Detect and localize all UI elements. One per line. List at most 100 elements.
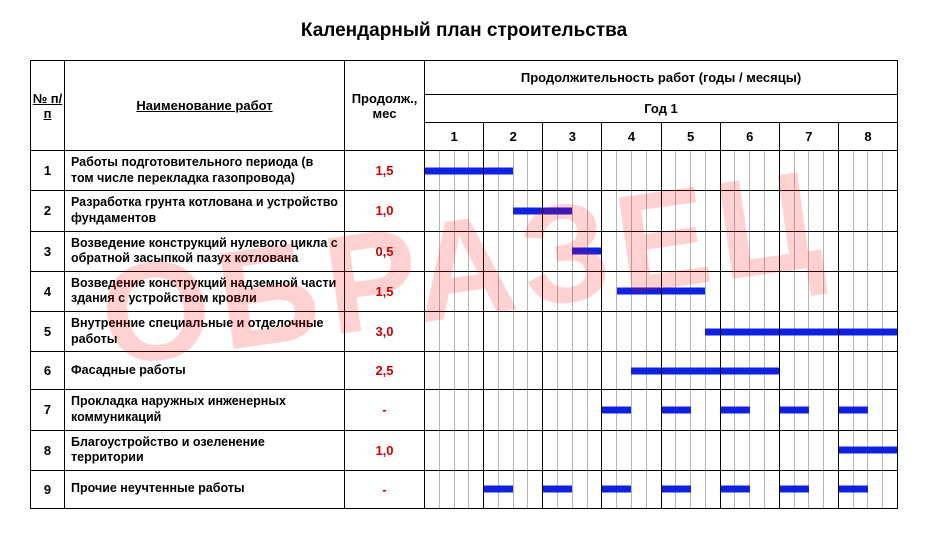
- gantt-cell: [484, 231, 543, 271]
- gantt-cell: [720, 191, 779, 231]
- task-num: 5: [31, 312, 65, 352]
- gantt-bar: [839, 486, 868, 493]
- gantt-cell: [838, 352, 897, 390]
- gantt-cell: [838, 191, 897, 231]
- gantt-cell: [720, 312, 779, 352]
- gantt-cell: [779, 231, 838, 271]
- gantt-bar: [721, 486, 750, 493]
- gantt-bar: [543, 486, 572, 493]
- gantt-cell: [543, 151, 602, 191]
- gantt-cell: [838, 390, 897, 430]
- gantt-cell: [838, 271, 897, 311]
- gantt-cell: [543, 271, 602, 311]
- gantt-cell: [661, 312, 720, 352]
- task-num: 7: [31, 390, 65, 430]
- gantt-cell: [602, 390, 661, 430]
- gantt-cell: [602, 191, 661, 231]
- gantt-bar: [631, 367, 660, 374]
- task-row: 2Разработка грунта котлована и устройств…: [31, 191, 898, 231]
- task-num: 9: [31, 470, 65, 508]
- gantt-cell: [661, 231, 720, 271]
- task-name: Работы подготовительного периода (в том …: [65, 151, 345, 191]
- gantt-bar: [602, 406, 631, 413]
- gantt-cell: [602, 312, 661, 352]
- gantt-bar: [721, 328, 779, 335]
- gantt-cell: [838, 312, 897, 352]
- header-month: 4: [602, 123, 661, 151]
- gantt-cell: [779, 430, 838, 470]
- task-duration: 0,5: [345, 231, 425, 271]
- task-row: 6Фасадные работы2,5: [31, 352, 898, 390]
- header-name: Наименование работ: [136, 98, 272, 113]
- gantt-bar: [839, 406, 868, 413]
- task-duration: 1,5: [345, 271, 425, 311]
- gantt-cell: [543, 312, 602, 352]
- gantt-cell: [838, 470, 897, 508]
- gantt-cell: [779, 470, 838, 508]
- gantt-cell: [661, 271, 720, 311]
- gantt-cell: [484, 312, 543, 352]
- gantt-cell: [484, 271, 543, 311]
- gantt-cell: [484, 191, 543, 231]
- header-month: 7: [779, 123, 838, 151]
- gantt-cell: [425, 352, 484, 390]
- gantt-cell: [661, 430, 720, 470]
- task-name: Фасадные работы: [65, 352, 345, 390]
- task-name: Прочие неучтенные работы: [65, 470, 345, 508]
- gantt-cell: [602, 430, 661, 470]
- header-year: Год 1: [425, 95, 898, 123]
- task-row: 4Возведение конструкций надземной части …: [31, 271, 898, 311]
- gantt-cell: [543, 390, 602, 430]
- gantt-cell: [543, 231, 602, 271]
- gantt-cell: [543, 352, 602, 390]
- gantt-table: № п/п Наименование работ Продолж., мес П…: [30, 60, 898, 509]
- gantt-cell: [543, 191, 602, 231]
- gantt-cell: [720, 352, 779, 390]
- gantt-cell: [484, 390, 543, 430]
- gantt-cell: [720, 430, 779, 470]
- header-month: 8: [838, 123, 897, 151]
- gantt-bar: [484, 167, 513, 174]
- task-num: 8: [31, 430, 65, 470]
- gantt-bar: [484, 486, 513, 493]
- header-month: 1: [425, 123, 484, 151]
- task-duration: 2,5: [345, 352, 425, 390]
- gantt-cell: [838, 430, 897, 470]
- gantt-cell: [661, 390, 720, 430]
- gantt-bar: [425, 167, 483, 174]
- gantt-cell: [661, 151, 720, 191]
- gantt-cell: [484, 470, 543, 508]
- task-num: 1: [31, 151, 65, 191]
- gantt-bar: [721, 406, 750, 413]
- gantt-cell: [779, 352, 838, 390]
- gantt-cell: [425, 312, 484, 352]
- header-month: 6: [720, 123, 779, 151]
- gantt-bar: [839, 447, 897, 454]
- gantt-bar: [705, 328, 720, 335]
- task-duration: 1,0: [345, 191, 425, 231]
- gantt-cell: [602, 151, 661, 191]
- gantt-cell: [425, 191, 484, 231]
- gantt-cell: [779, 271, 838, 311]
- gantt-cell: [484, 430, 543, 470]
- gantt-cell: [720, 151, 779, 191]
- gantt-cell: [425, 231, 484, 271]
- gantt-cell: [720, 231, 779, 271]
- header-month: 3: [543, 123, 602, 151]
- gantt-cell: [661, 470, 720, 508]
- gantt-cell: [720, 390, 779, 430]
- gantt-bar: [780, 406, 809, 413]
- task-duration: 1,0: [345, 430, 425, 470]
- gantt-cell: [543, 430, 602, 470]
- gantt-cell: [661, 352, 720, 390]
- gantt-cell: [661, 191, 720, 231]
- gantt-cell: [779, 191, 838, 231]
- task-name: Разработка грунта котлована и устройство…: [65, 191, 345, 231]
- gantt-cell: [602, 352, 661, 390]
- gantt-cell: [720, 271, 779, 311]
- task-name: Внутренние специальные и отделочные рабо…: [65, 312, 345, 352]
- task-num: 4: [31, 271, 65, 311]
- task-num: 3: [31, 231, 65, 271]
- task-duration: 1,5: [345, 151, 425, 191]
- gantt-bar: [543, 207, 572, 214]
